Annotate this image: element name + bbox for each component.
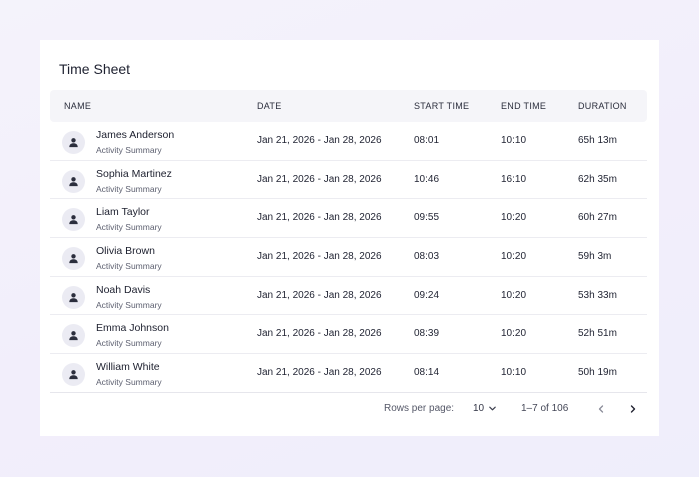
avatar — [62, 285, 85, 309]
person-icon — [69, 292, 78, 302]
start-time-cell: 08:03 — [414, 251, 440, 263]
end-time-cell: 10:10 — [501, 367, 527, 379]
end-time-cell: 10:20 — [501, 212, 527, 224]
column-header-duration[interactable]: DURATION — [578, 101, 627, 111]
end-time-cell: 10:10 — [501, 135, 527, 146]
table-row[interactable]: James Anderson Activity Summary Jan 21, 20… — [50, 122, 647, 161]
date-range-cell: Jan 21, 2026 - Jan 28, 2026 — [257, 251, 382, 263]
chevron-right-icon — [630, 405, 636, 413]
person-icon — [69, 254, 78, 264]
start-time-cell: 08:39 — [414, 328, 440, 340]
previous-page-button[interactable] — [591, 399, 611, 419]
employee-name[interactable]: William White — [96, 361, 160, 374]
activity-summary-link[interactable]: Activity Summary — [96, 145, 162, 155]
chevron-left-icon — [598, 405, 604, 413]
column-header-date[interactable]: DATE — [257, 101, 282, 111]
table-row[interactable]: William White Activity Summary Jan 21, 202… — [50, 354, 647, 393]
start-time-cell: 08:01 — [414, 135, 440, 146]
duration-cell: 53h 33m — [578, 289, 617, 301]
employee-name[interactable]: Noah Davis — [96, 283, 151, 296]
column-header-end-time[interactable]: END TIME — [501, 101, 547, 111]
person-icon — [69, 215, 78, 225]
activity-summary-link[interactable]: Activity Summary — [96, 338, 162, 349]
activity-summary-link[interactable]: Activity Summary — [96, 299, 162, 310]
date-range-cell: Jan 21, 2026 - Jan 28, 2026 — [257, 212, 382, 224]
rows-per-page-label: Rows per page: — [384, 403, 455, 414]
avatar — [62, 324, 85, 348]
end-time-cell: 10:20 — [501, 328, 527, 340]
activity-summary-link[interactable]: Activity Summary — [96, 261, 162, 272]
avatar — [62, 247, 85, 271]
date-range-cell: Jan 21, 2026 - Jan 28, 2026 — [257, 289, 382, 301]
avatar — [62, 208, 85, 232]
column-header-start-time[interactable]: START TIME — [414, 101, 470, 111]
avatar — [62, 169, 85, 193]
timesheet-card: Time Sheet NAME DATE START TIME END TIME… — [40, 40, 659, 436]
pagination-bar: Rows per page: 10 1–7 of 106 — [40, 398, 659, 422]
duration-cell: 52h 51m — [578, 328, 617, 340]
employee-name[interactable]: Sophia Martinez — [96, 167, 172, 180]
person-icon — [69, 138, 78, 148]
employee-name[interactable]: Liam Taylor — [96, 206, 150, 219]
duration-cell: 59h 3m — [578, 251, 612, 263]
start-time-cell: 08:14 — [414, 367, 440, 379]
date-range-cell: Jan 21, 2026 - Jan 28, 2026 — [257, 135, 382, 146]
start-time-cell: 09:24 — [414, 289, 440, 301]
table-row[interactable]: Sophia Martinez Activity Summary Jan 21, 2… — [50, 161, 647, 200]
table-header: NAME DATE START TIME END TIME DURATION — [50, 90, 647, 122]
duration-cell: 50h 19m — [578, 367, 617, 379]
employee-name[interactable]: Olivia Brown — [96, 245, 155, 258]
date-range-cell: Jan 21, 2026 - Jan 28, 2026 — [257, 173, 382, 185]
date-range-cell: Jan 21, 2026 - Jan 28, 2026 — [257, 328, 382, 340]
start-time-cell: 09:55 — [414, 212, 440, 224]
table-row[interactable]: Emma Johnson Activity Summary Jan 21, 2026… — [50, 315, 647, 355]
start-time-cell: 10:46 — [414, 173, 440, 185]
table-body: James Anderson Activity Summary Jan 21, 20… — [50, 122, 647, 393]
chevron-down-icon — [489, 406, 496, 411]
person-icon — [69, 370, 78, 380]
person-icon — [69, 176, 78, 186]
rows-per-page-select[interactable]: 10 — [473, 403, 497, 414]
table-row[interactable]: Liam Taylor Activity Summary Jan 21, 2026 … — [50, 199, 647, 239]
activity-summary-link[interactable]: Activity Summary — [96, 183, 162, 194]
duration-cell: 65h 13m — [578, 135, 617, 146]
activity-summary-link[interactable]: Activity Summary — [96, 222, 162, 233]
rows-per-page-value: 10 — [473, 403, 485, 414]
column-header-name[interactable]: NAME — [64, 101, 92, 111]
avatar — [62, 363, 85, 387]
duration-cell: 60h 27m — [578, 212, 617, 224]
next-page-button[interactable] — [623, 399, 643, 419]
employee-name[interactable]: Emma Johnson — [96, 322, 169, 335]
end-time-cell: 16:10 — [501, 173, 527, 185]
avatar — [62, 131, 85, 154]
person-icon — [69, 331, 78, 341]
duration-cell: 62h 35m — [578, 173, 617, 185]
end-time-cell: 10:20 — [501, 251, 527, 263]
activity-summary-link[interactable]: Activity Summary — [96, 377, 162, 388]
date-range-cell: Jan 21, 2026 - Jan 28, 2026 — [257, 367, 382, 379]
page-title: Time Sheet — [59, 61, 131, 77]
table-row[interactable]: Noah Davis Activity Summary Jan 21, 2026 -… — [50, 277, 647, 316]
employee-name[interactable]: James Anderson — [96, 129, 175, 141]
pagination-range: 1–7 of 106 — [521, 403, 569, 414]
table-row[interactable]: Olivia Brown Activity Summary Jan 21, 2026… — [50, 238, 647, 277]
timesheet-table: NAME DATE START TIME END TIME DURATION J… — [50, 90, 647, 393]
end-time-cell: 10:20 — [501, 289, 527, 301]
